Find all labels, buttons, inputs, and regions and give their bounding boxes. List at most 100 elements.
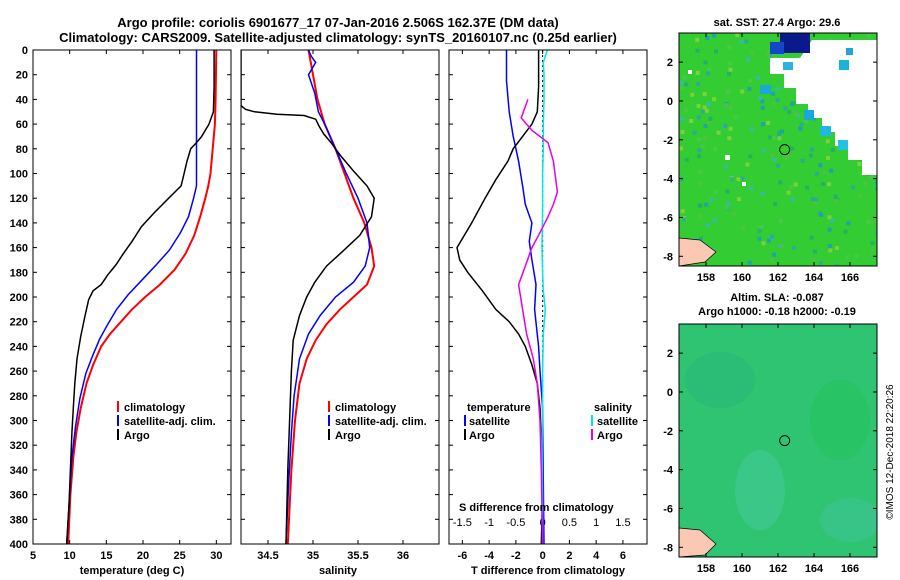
sst-cell: [805, 185, 810, 190]
sst-cell: [822, 170, 827, 175]
sla-map-title1: Altim. SLA: -0.087: [730, 292, 824, 304]
depth-tick-label: 0: [22, 45, 28, 57]
sla-map-title2: Argo h1000: -0.18 h2000: -0.19: [698, 306, 856, 318]
sst-cell: [696, 154, 701, 159]
x-tick-label: 34.5: [257, 550, 278, 562]
sla-land: [679, 527, 717, 557]
x-tick-label: 0: [540, 550, 546, 562]
depth-tick-label: 120: [10, 193, 28, 205]
sst-cell: [830, 218, 835, 223]
sst-cell: [704, 108, 709, 113]
sst-cell: [818, 163, 823, 168]
sst-cell: [757, 96, 762, 101]
sla-map: Altim. SLA: -0.087 Argo h1000: -0.18 h20…: [663, 292, 878, 575]
sst-cell: [766, 238, 771, 243]
imos-watermark: ©IMOS 12-Dec-2018 22:20:26: [885, 384, 896, 520]
map-lon-label: 158: [697, 272, 715, 284]
sst-cell: [793, 182, 798, 187]
map-lat-label: -6: [663, 503, 673, 515]
sst-cell: [858, 194, 863, 198]
depth-tick-label: 320: [10, 440, 28, 452]
sst-cell: [761, 148, 766, 153]
sst-cell: [773, 201, 778, 206]
sst-cell: [808, 153, 813, 158]
sst-map-title: sat. SST: 27.4 Argo: 29.6: [714, 17, 841, 29]
sst-cell: [830, 147, 835, 152]
map-lon-label: 160: [733, 272, 751, 284]
legend-argo-label: Argo: [335, 430, 361, 442]
sst-cell: [713, 146, 718, 151]
sst-cell: [726, 201, 731, 206]
sst-cell: [714, 49, 718, 54]
legend-s-argo-label: Argo: [597, 430, 623, 442]
sst-cell: [770, 153, 775, 158]
sst-cell: [778, 180, 783, 185]
depth-tick-label: 60: [16, 119, 28, 131]
sst-cell: [690, 92, 695, 97]
depth-tick-label: 40: [16, 94, 28, 106]
sst-cell: [827, 244, 832, 249]
sst-cell: [727, 61, 732, 66]
sst-cell: [825, 139, 830, 144]
sst-cell: [702, 136, 707, 141]
sst-map-axis-ticks: 158 160 162 164 166 2 0 -2 -4 -6 -8: [663, 33, 877, 284]
sst-cell: [703, 60, 708, 65]
sst-cell: [748, 154, 753, 159]
sst-cell: [698, 203, 703, 208]
x-tick-label: 2: [566, 550, 572, 562]
map-lon-label: 164: [805, 563, 824, 575]
temperature-climatology-line: [67, 50, 218, 544]
sst-cell: [790, 146, 794, 151]
depth-tick-label: 140: [10, 218, 28, 230]
sst-cell: [712, 33, 717, 38]
sst-cell: [854, 253, 859, 258]
sst-cell: [747, 87, 752, 91]
depth-tick-label: 240: [10, 341, 28, 353]
sst-cell: [716, 130, 721, 135]
depth-tick-label: 220: [10, 317, 28, 329]
sst-cell: [689, 119, 694, 123]
difference-legend-temperature: temperature satellite Argo: [464, 402, 531, 442]
sst-cell: [736, 177, 741, 182]
sst-cell: [756, 75, 760, 80]
sst-cell: [707, 121, 711, 125]
sst-cell: [727, 136, 732, 141]
sst-cell: [706, 71, 711, 76]
sst-cell: [827, 215, 832, 220]
legend-t-argo-label: Argo: [469, 430, 495, 442]
sst-cell: [787, 110, 792, 114]
t-difference-xlabel: T difference from climatology: [471, 565, 626, 577]
sst-cell: [696, 115, 701, 120]
sst-cell: [735, 33, 740, 37]
sst-cell: [784, 156, 789, 160]
sst-warm-cells: [760, 33, 853, 150]
argo-float-marker: [779, 144, 791, 156]
sst-cell: [739, 39, 744, 44]
legend-temperature-title: temperature: [467, 402, 531, 414]
temperature-panel: 0 20 40 60 80 100 120 140 160 180 200 220 240 260 280 3…: [10, 45, 232, 577]
map-lon-label: 166: [841, 272, 859, 284]
sst-cell: [757, 236, 762, 241]
sst-cell: [680, 130, 685, 135]
sst-cell: [708, 116, 713, 121]
sst-cell: [713, 190, 718, 194]
sst-cell: [729, 177, 734, 182]
sst-cell: [780, 129, 784, 134]
sst-cell: [698, 214, 703, 219]
x-tick-label: 5: [30, 550, 36, 562]
sst-cell: [775, 98, 780, 103]
sst-cell: [821, 181, 825, 186]
sst-cell: [834, 246, 839, 251]
s-tick-label: 0.5: [562, 517, 577, 529]
map-lat-label: -2: [663, 135, 673, 147]
sst-cell: [875, 181, 877, 185]
sst-cell: [757, 228, 762, 233]
x-tick-label: 25: [174, 550, 186, 562]
sst-cell: [697, 170, 702, 175]
sst-cell: [772, 252, 776, 257]
sst-cell: [733, 115, 738, 120]
figure-title-line2: Climatology: CARS2009. Satellite-adjuste…: [59, 30, 617, 45]
t-diff-satellite-line: [505, 50, 545, 544]
x-tick-label: -4: [484, 550, 495, 562]
sst-cell: [702, 92, 707, 97]
